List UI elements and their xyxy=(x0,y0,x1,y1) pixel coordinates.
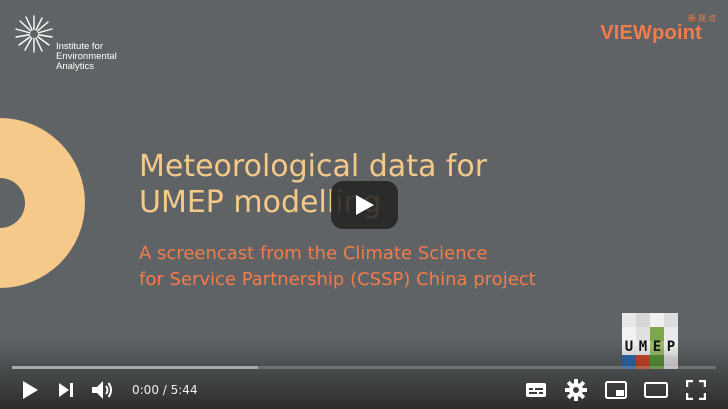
miniplayer-icon xyxy=(605,381,627,399)
subtitles-icon xyxy=(526,383,546,397)
player-controls: 0:00 / 5:44 xyxy=(12,372,716,408)
progress-buffered xyxy=(12,366,259,369)
large-play-button[interactable] xyxy=(331,181,398,229)
mute-button[interactable] xyxy=(84,372,120,408)
play-icon xyxy=(23,381,38,399)
progress-bar[interactable] xyxy=(12,366,716,369)
subtitle-line: for Service Partnership (CSSP) China pro… xyxy=(139,269,536,290)
next-icon xyxy=(59,383,73,397)
theater-mode-icon xyxy=(644,382,668,398)
time-separator: / xyxy=(158,383,171,397)
subtitles-button[interactable] xyxy=(516,372,556,408)
current-time: 0:00 xyxy=(132,383,159,397)
iea-line: Institute for xyxy=(56,41,103,52)
theater-mode-button[interactable] xyxy=(636,372,676,408)
title-line: Meteorological data for xyxy=(139,149,488,184)
fullscreen-icon xyxy=(686,380,706,400)
half-ring-graphic xyxy=(0,118,85,288)
iea-line: Environmental xyxy=(56,51,117,62)
play-icon xyxy=(356,195,374,215)
gear-icon xyxy=(565,379,587,401)
iea-wordmark: Institute for Environmental Analytics xyxy=(56,42,117,72)
iea-logo: Institute for Environmental Analytics xyxy=(14,14,117,72)
play-button[interactable] xyxy=(12,372,48,408)
duration: 5:44 xyxy=(170,383,198,397)
settings-button[interactable] xyxy=(556,372,596,408)
miniplayer-button[interactable] xyxy=(596,372,636,408)
fullscreen-button[interactable] xyxy=(676,372,716,408)
next-button[interactable] xyxy=(48,372,84,408)
viewpoint-logo: VIEWpoint xyxy=(600,22,702,44)
subtitle-line: A screencast from the Climate Science xyxy=(139,243,488,264)
time-display: 0:00 / 5:44 xyxy=(132,383,198,397)
volume-icon xyxy=(92,381,112,399)
video-subtitle: A screencast from the Climate Science fo… xyxy=(139,241,536,293)
viewpoint-chinese-label: 新观点 xyxy=(688,14,718,23)
sunburst-icon xyxy=(15,15,53,53)
iea-line: Analytics xyxy=(56,61,95,72)
